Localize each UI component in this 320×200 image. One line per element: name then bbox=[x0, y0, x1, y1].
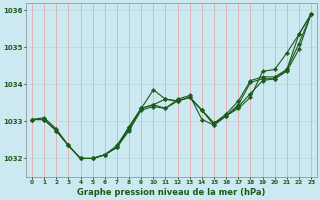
X-axis label: Graphe pression niveau de la mer (hPa): Graphe pression niveau de la mer (hPa) bbox=[77, 188, 266, 197]
